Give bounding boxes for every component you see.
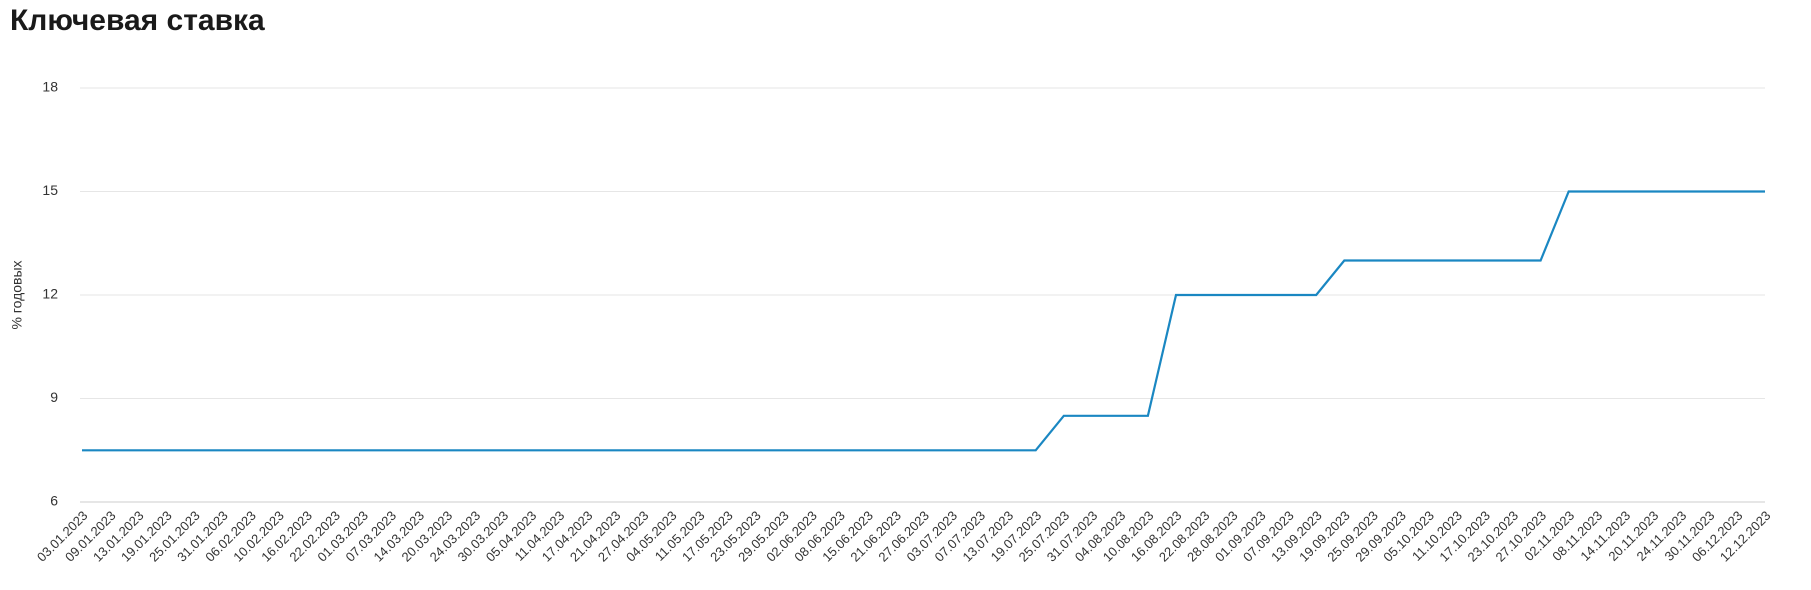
chart-title: Ключевая ставка xyxy=(10,4,265,37)
y-axis-label: % годовых xyxy=(9,260,25,329)
rate-line xyxy=(82,190,1765,452)
y-tick-label: 6 xyxy=(50,493,58,509)
y-tick-label: 9 xyxy=(50,389,58,405)
y-tick-label: 18 xyxy=(42,79,58,95)
y-tick-label: 12 xyxy=(42,286,58,302)
y-tick-label: 15 xyxy=(42,182,58,198)
